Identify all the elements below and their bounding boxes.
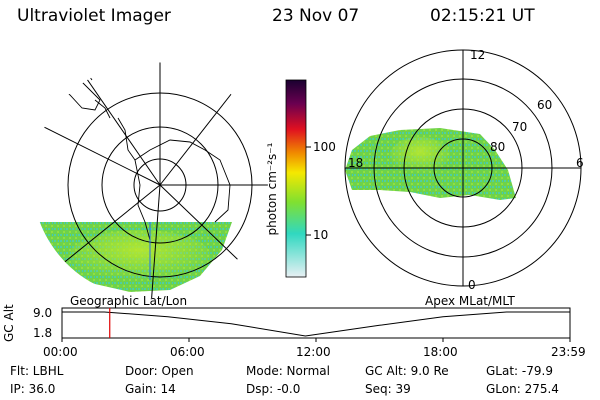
colorbar-ticks (306, 146, 311, 236)
lat-label-70: 70 (512, 120, 528, 134)
colorbar-tick-100: 100 (313, 140, 336, 154)
y-tick-1_8: 1.8 (33, 326, 53, 340)
mag-mlt-grid (345, 50, 581, 286)
geographic-label: Geographic Lat/Lon (70, 294, 188, 308)
apex-label: Apex MLat/MLT (425, 294, 515, 308)
emission-glow (70, 230, 210, 280)
info-gain: Gain: 14 (125, 382, 176, 396)
info-glat: GLat: -79.9 (486, 364, 553, 378)
info-door: Door: Open (125, 364, 194, 378)
lat-label-60: 60 (537, 98, 553, 112)
lat-label-80: 80 (490, 140, 506, 154)
emission-glow-mag (390, 137, 450, 173)
info-gc-alt: GC Alt: 9.0 Re (365, 364, 449, 378)
info-glon: GLon: 275.4 (486, 382, 559, 396)
x-tick-0600: 06:00 (170, 345, 205, 359)
info-dsp: Dsp: -0.0 (246, 382, 301, 396)
x-tick-0000: 00:00 (43, 345, 78, 359)
gc-alt-axis-label: GC Alt (2, 304, 16, 342)
geo-longitude-grid (32, 62, 268, 298)
mlt-label-0: 0 (468, 278, 476, 292)
x-tick-2359: 23:59 (551, 345, 586, 359)
mlt-label-6: 6 (576, 156, 584, 170)
date-label: 23 Nov 07 (272, 6, 360, 26)
time-label: 02:15:21 UT (430, 6, 535, 26)
mlt-label-18: 18 (348, 156, 364, 170)
x-tick-1800: 18:00 (423, 345, 458, 359)
colorbar-tick-10: 10 (313, 228, 329, 242)
info-ip: IP: 36.0 (10, 382, 56, 396)
info-seq: Seq: 39 (365, 382, 411, 396)
y-tick-9: 9.0 (33, 306, 53, 320)
info-flt: Flt: LBHL (10, 364, 64, 378)
colorbar-gradient (285, 79, 307, 278)
altitude-curve (62, 311, 570, 337)
x-tick-1200: 12:00 (296, 345, 331, 359)
info-mode: Mode: Normal (246, 364, 330, 378)
timeline-x-ticks (61, 338, 571, 342)
mlt-label-12: 12 (470, 48, 486, 62)
instrument-title: Ultraviolet Imager (17, 6, 171, 26)
